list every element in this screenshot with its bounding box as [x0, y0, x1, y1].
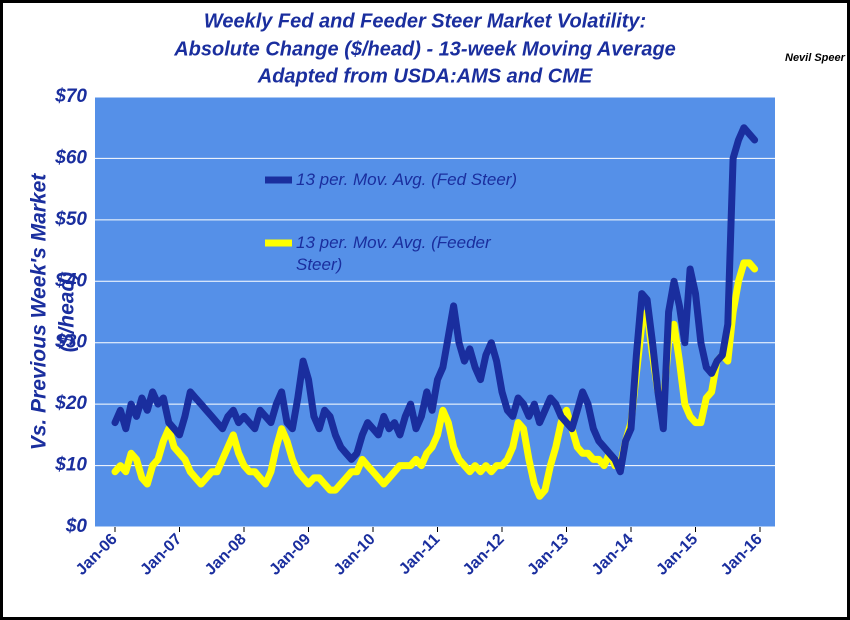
author: Nevil Speer	[785, 52, 846, 64]
y-tick-label: $40	[54, 270, 87, 291]
plot-area	[95, 97, 775, 527]
y-axis-label: Vs. Previous Week's Market	[28, 173, 51, 451]
y-tick-label: $30	[54, 332, 87, 353]
legend-entry: 13 per. Mov. Avg. (Fed Steer)	[296, 170, 518, 189]
y-tick-label: $10	[54, 455, 87, 476]
chart-title: Weekly Fed and Feeder Steer Market Volat…	[204, 10, 646, 32]
line-series	[111, 124, 759, 476]
legend-entry: 13 per. Mov. Avg. (Feeder Steer)	[296, 233, 491, 274]
y-tick-label: $60	[54, 147, 87, 168]
y-tick-label: $20	[54, 393, 87, 414]
y-tick-label: $0	[65, 516, 88, 537]
y-tick-label: $50	[54, 209, 87, 230]
chart-subtitle: Absolute Change ($/head) - 13-week Movin…	[173, 38, 676, 60]
y-axis-unit: ($/head)	[56, 272, 79, 353]
y-tick-label: $70	[54, 86, 87, 107]
chart-source: Adapted from USDA:AMS and CME	[257, 65, 593, 87]
